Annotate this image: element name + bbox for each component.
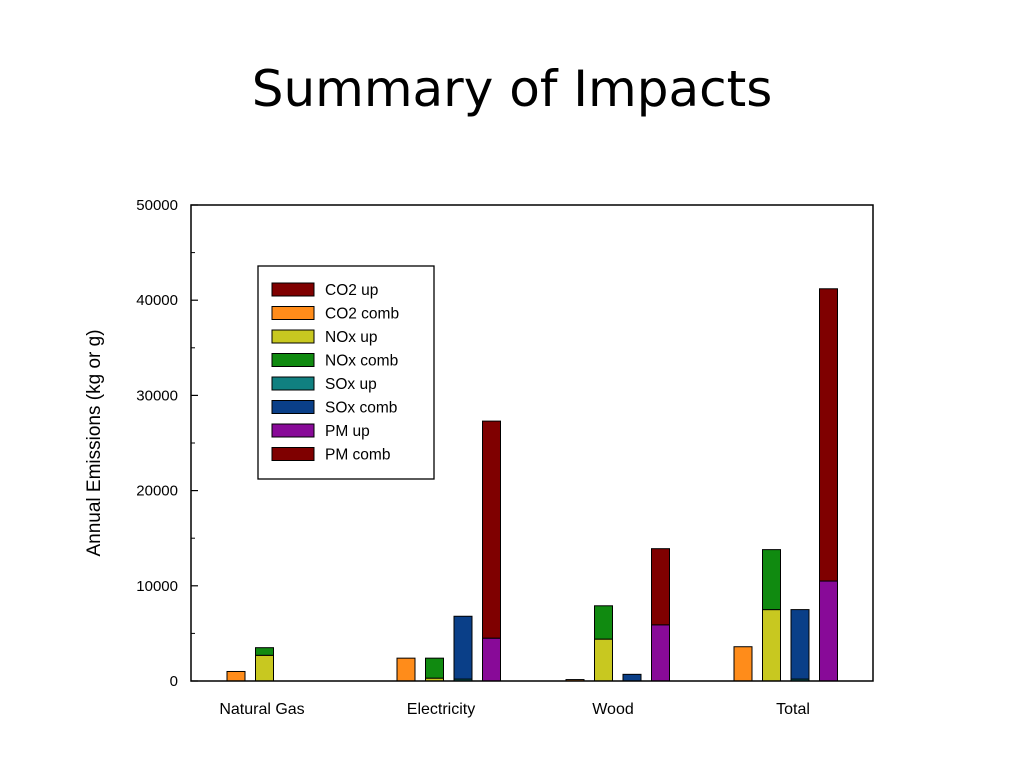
legend-swatch-nox-up (271, 329, 315, 344)
y-tick-label: 50000 (136, 197, 178, 214)
legend-label-co2-up: CO2 up (325, 282, 378, 299)
y-axis-label: Annual Emissions (kg or g) (84, 329, 105, 556)
legend-label-pm-up: PM up (325, 423, 370, 440)
legend-box (257, 265, 435, 480)
bar-electricity-slot1-nox-comb (425, 657, 444, 679)
x-category-label: Electricity (407, 701, 475, 718)
legend-swatch-pm-comb (271, 447, 315, 461)
bar-wood-slot1-nox-comb (594, 605, 613, 640)
bar-total-slot1-nox-comb (762, 549, 781, 611)
legend-label-pm-comb: PM comb (325, 447, 390, 464)
y-tick-label: 30000 (136, 387, 178, 404)
legend-label-sox-up: SOx up (325, 376, 377, 393)
bar-electricity-slot0-co2-comb (396, 657, 416, 682)
bar-natural-gas-slot0-co2-comb (226, 670, 246, 682)
slide-title: Summary of Impacts (251, 60, 773, 118)
legend-swatch-co2-up (271, 282, 315, 297)
bar-wood-slot1-nox-up (594, 638, 613, 682)
y-tick-label: 20000 (136, 483, 178, 500)
bar-electricity-slot2-sox-comb (453, 615, 473, 680)
legend-label-nox-up: NOx up (325, 329, 378, 346)
legend-swatch-sox-comb (271, 400, 315, 414)
bar-electricity-slot3-pm-up (482, 637, 501, 682)
bar-total-slot3-pm-comb (819, 288, 838, 582)
x-category-label: Wood (592, 701, 634, 718)
bar-total-slot3-pm-up (819, 580, 838, 682)
legend-label-nox-comb: NOx comb (325, 353, 398, 370)
legend-swatch-sox-up (271, 376, 315, 391)
legend-label-sox-comb: SOx comb (325, 400, 397, 417)
x-category-label: Natural Gas (219, 701, 304, 718)
legend-swatch-nox-comb (271, 353, 315, 367)
bar-natural-gas-slot1-nox-comb (255, 647, 274, 656)
bar-electricity-slot3-pm-comb (482, 420, 501, 639)
y-tick-label: 40000 (136, 292, 178, 309)
legend-swatch-pm-up (271, 423, 315, 438)
bar-wood-slot2-sox-comb (622, 673, 642, 682)
bar-total-slot0-co2-comb (733, 646, 753, 682)
bar-natural-gas-slot1-nox-up (255, 654, 274, 682)
x-category-label: Total (776, 701, 810, 718)
legend-swatch-co2-comb (271, 306, 315, 320)
bar-total-slot2-sox-comb (790, 609, 810, 680)
y-tick-label: 0 (170, 673, 178, 690)
bar-wood-slot3-pm-up (651, 624, 670, 682)
y-tick-label: 10000 (136, 578, 178, 595)
bar-wood-slot3-pm-comb (651, 548, 670, 626)
bar-total-slot1-nox-up (762, 609, 781, 682)
legend-label-co2-comb: CO2 comb (325, 306, 399, 323)
